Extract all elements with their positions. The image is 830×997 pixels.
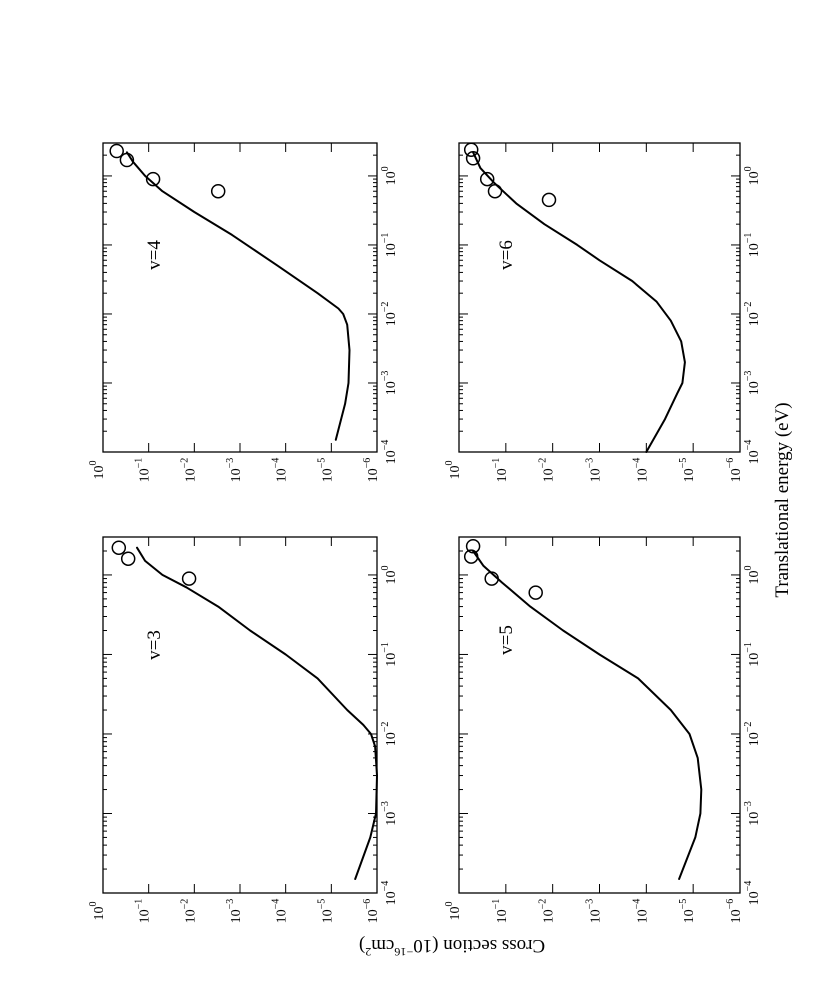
y-tick-label: 10−1 <box>134 458 153 483</box>
x-tick-label: 10−1 <box>743 233 762 258</box>
theory-curve <box>472 550 703 880</box>
y-tick-label: 10−6 <box>725 458 744 483</box>
x-tick-label: 100 <box>743 565 762 584</box>
x-tick-label: 100 <box>380 565 399 584</box>
panel-label: v=5 <box>496 625 517 655</box>
y-tick-label: 100 <box>88 902 107 921</box>
panel-frame <box>458 536 741 894</box>
y-tick-label: 10−4 <box>271 458 290 483</box>
y-tick-label: 10−3 <box>585 899 604 924</box>
panel-v-6: 10−410−310−210−110010010−110−210−310−410… <box>444 142 762 483</box>
y-tick-label: 10−6 <box>362 458 381 483</box>
svg-text:Cross section (10−16cm2): Cross section (10−16cm2) <box>359 935 545 959</box>
y-tick-label: 10−4 <box>271 899 290 924</box>
data-point-marker <box>210 183 226 199</box>
x-tick-label: 10−2 <box>380 722 399 747</box>
y-tick-label: 10−5 <box>678 458 697 483</box>
data-point-marker <box>465 151 481 166</box>
data-point-marker <box>463 549 479 564</box>
x-tick-label: 10−4 <box>743 881 762 906</box>
y-tick-label: 10−1 <box>491 899 510 924</box>
panel-frame <box>102 142 378 453</box>
x-tick-label: 10−4 <box>380 881 399 906</box>
theory-curve <box>472 151 686 453</box>
data-point-marker <box>181 571 197 586</box>
y-tick-label: 10−6 <box>725 899 744 924</box>
panels-group: 10−410−310−210−110010010−110−210−310−410… <box>88 142 762 924</box>
y-axis-label-unit: cm <box>371 935 394 956</box>
x-axis-label: Translational energy (eV) <box>772 402 793 597</box>
x-tick-label: 100 <box>380 166 399 185</box>
x-tick-label: 10−2 <box>743 302 762 327</box>
x-tick-label: 100 <box>743 166 762 185</box>
y-tick-label: 10−5 <box>678 899 697 924</box>
y-axis-label-exponent-1: −16 <box>394 945 413 959</box>
panel-label: v=3 <box>144 630 165 660</box>
x-tick-label: 10−4 <box>380 440 399 465</box>
data-point-marker <box>463 142 479 157</box>
x-tick-label: 10−3 <box>743 801 762 826</box>
y-axis-label-close: ) <box>359 935 365 956</box>
y-tick-label: 10−3 <box>585 458 604 483</box>
x-tick-label: 10−1 <box>743 642 762 667</box>
x-tick-label: 10−1 <box>380 233 399 258</box>
y-tick-label: 10−2 <box>179 458 198 483</box>
data-point-marker <box>528 585 543 600</box>
y-tick-label: 100 <box>88 461 107 480</box>
x-tick-label: 10−3 <box>380 371 399 396</box>
theory-curve <box>136 546 378 880</box>
x-tick-label: 10−3 <box>743 371 762 396</box>
y-tick-label: 100 <box>444 461 463 480</box>
y-tick-label: 10−5 <box>316 458 335 483</box>
y-axis-label: Cross section (10−16cm2) <box>359 935 545 959</box>
y-tick-label: 10−2 <box>538 899 557 924</box>
y-tick-label: 10−1 <box>134 899 153 924</box>
y-tick-label: 10−4 <box>631 458 650 483</box>
data-point-marker <box>109 143 124 159</box>
y-axis-label-main: Cross section (10 <box>413 935 545 956</box>
data-point-marker <box>465 538 481 554</box>
y-tick-label: 10−4 <box>631 899 650 924</box>
y-tick-label: 10−3 <box>225 899 244 924</box>
y-tick-label: 10−1 <box>491 458 510 483</box>
x-tick-label: 10−4 <box>743 440 762 465</box>
data-point-marker <box>145 171 161 187</box>
y-axis-label-exponent-2: 2 <box>365 945 371 959</box>
y-tick-label: 10−5 <box>316 899 335 924</box>
x-tick-label: 10−2 <box>743 722 762 747</box>
data-point-marker <box>111 540 127 555</box>
y-tick-label: 10−3 <box>225 458 244 483</box>
data-point-marker <box>541 192 557 208</box>
x-tick-label: 10−1 <box>380 642 399 667</box>
theory-curve <box>125 151 351 441</box>
panel-label: v=4 <box>144 240 165 270</box>
x-tick-label: 10−2 <box>380 302 399 327</box>
data-point-marker <box>120 551 136 566</box>
panel-label: v=6 <box>496 240 517 270</box>
y-tick-label: 100 <box>444 902 463 921</box>
panel-v-4: 10−410−310−210−110010010−110−210−310−410… <box>88 142 399 483</box>
data-point-marker <box>479 171 495 187</box>
data-point-marker <box>487 183 503 199</box>
y-tick-label: 10−6 <box>362 899 381 924</box>
panel-v-3: 10−410−310−210−110010010−110−210−310−410… <box>88 536 399 924</box>
y-tick-label: 10−2 <box>538 458 557 483</box>
y-tick-label: 10−2 <box>179 899 198 924</box>
x-tick-label: 10−3 <box>380 801 399 826</box>
panel-v-5: 10−410−310−210−110010010−110−210−310−410… <box>444 536 762 924</box>
data-point-marker <box>119 152 135 168</box>
panel-frame <box>102 536 378 894</box>
data-point-marker <box>484 571 499 586</box>
